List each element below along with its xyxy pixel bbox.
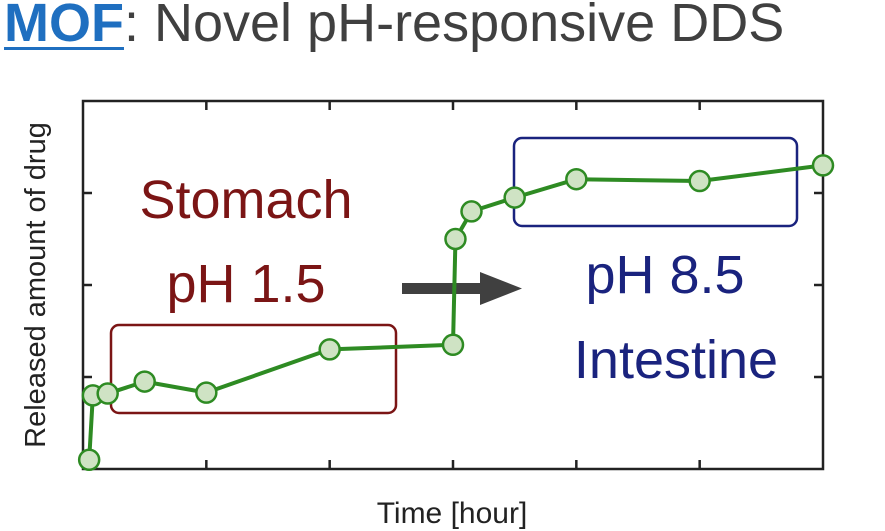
series-layer [77, 154, 835, 472]
data-point [811, 154, 835, 177]
axis-ticks [83, 101, 823, 469]
stomach-label: Stomach [139, 170, 352, 230]
data-point [133, 370, 156, 393]
data-point [565, 167, 588, 191]
title-rest: : Novel pH-responsive DDS [123, 0, 785, 53]
intestine-box [512, 136, 799, 228]
stomach-box [109, 323, 398, 415]
data-point [318, 338, 341, 361]
stomach-ph-label: pH 1.5 [166, 254, 325, 314]
page-title: MOF: Novel pH-responsive DDS [4, 0, 784, 54]
data-point [460, 200, 483, 223]
data-point [96, 382, 119, 405]
data-point [444, 227, 467, 251]
data-point [688, 169, 711, 193]
data-point [195, 381, 218, 404]
title-highlight: MOF [4, 0, 124, 53]
arrow-right-icon [402, 272, 522, 305]
intestine-label: Intestine [574, 330, 778, 390]
data-point [441, 333, 465, 357]
y-axis-label: Released amount of drug [20, 122, 52, 448]
data-point [77, 448, 101, 472]
intestine-ph-label: pH 8.5 [585, 245, 744, 305]
x-axis-label: Time [hour] [377, 497, 528, 530]
data-point [503, 186, 526, 209]
